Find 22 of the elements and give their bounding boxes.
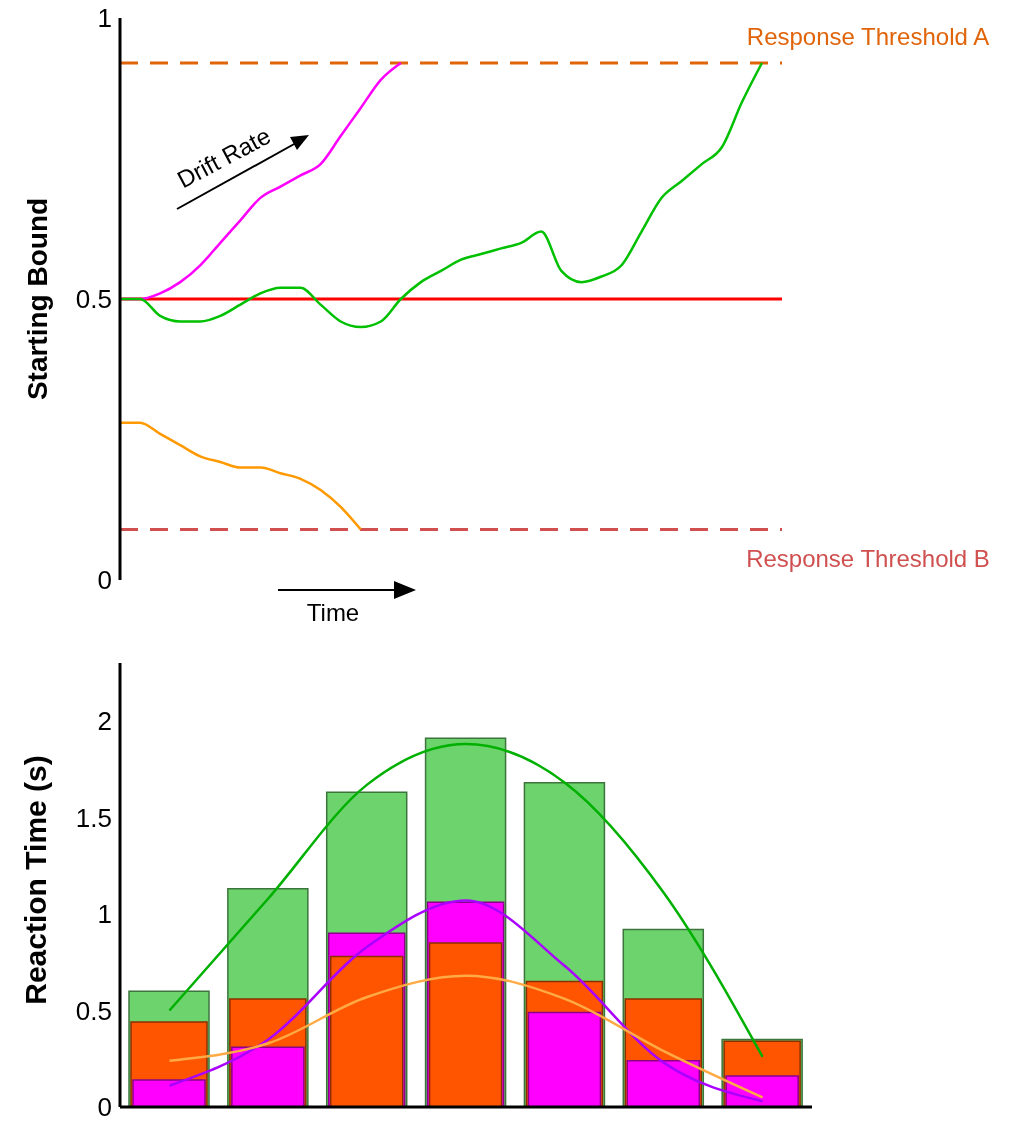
y-tick-label: 0: [97, 1092, 112, 1123]
ref-line-label: Response Threshold A: [746, 22, 990, 50]
y-tick-label: 1: [97, 899, 112, 930]
line-series: [168, 899, 764, 1103]
x-axis-title: Time: [306, 599, 360, 627]
y-tick-label: 0: [97, 565, 112, 596]
y-tick-label: 1.5: [75, 802, 112, 833]
bar: [231, 1046, 305, 1107]
y-axis-title: Starting Bound: [22, 197, 54, 401]
ref-line-label: Response Threshold B: [746, 545, 990, 573]
y-tick-label: 0.5: [75, 995, 112, 1026]
line-series: [168, 742, 764, 1059]
bar: [725, 1075, 799, 1107]
bar: [626, 1059, 701, 1107]
y-tick-label: 2: [97, 706, 112, 737]
line-series: [168, 974, 764, 1099]
y-axis-title: Reaction Time (s): [19, 755, 53, 1005]
bar: [527, 1011, 602, 1107]
bar: [132, 1079, 206, 1107]
y-tick-label: 1: [97, 3, 112, 34]
annotation: Drift Rate: [172, 121, 276, 195]
y-tick-label: 0.5: [75, 284, 112, 315]
